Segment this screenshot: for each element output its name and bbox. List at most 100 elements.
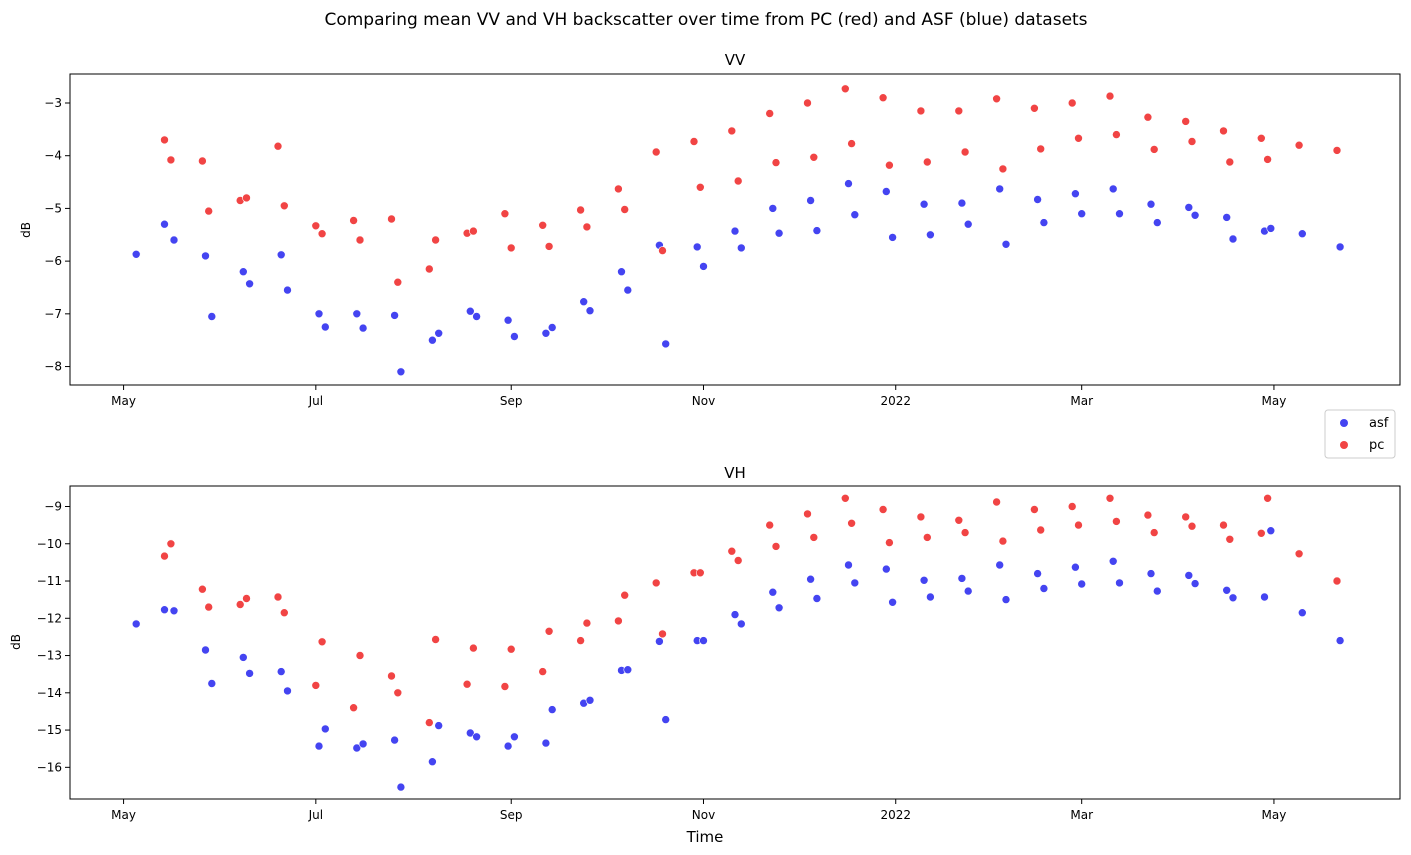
point-pc <box>1112 517 1121 526</box>
panel-vh: VH May Jul Sep Nov 2022 Mar May −16 −15 −14 −13 −12… <box>9 464 1401 822</box>
point-asf <box>768 204 778 213</box>
point-pc <box>424 264 434 274</box>
point-pc <box>1030 505 1039 514</box>
panel-0-y-tick-label: −3 <box>44 96 62 110</box>
panel-1-y-tick-label: −10 <box>37 537 62 551</box>
point-pc <box>160 551 169 561</box>
point-pc <box>992 497 1001 507</box>
point-asf <box>314 741 324 751</box>
point-pc <box>1181 512 1190 522</box>
point-pc <box>431 235 440 245</box>
point-asf <box>207 679 217 688</box>
point-asf <box>699 262 708 271</box>
point-pc <box>960 528 970 537</box>
panel-vh-points <box>131 493 1345 792</box>
panel-0-y-tick-label: −8 <box>44 360 62 374</box>
point-asf <box>1335 242 1345 252</box>
legend-label-asf: asf <box>1369 416 1389 431</box>
point-asf <box>926 592 935 602</box>
point-asf <box>1039 218 1049 227</box>
point-asf <box>730 226 740 236</box>
point-asf <box>881 187 891 196</box>
point-asf <box>465 306 475 316</box>
point-pc <box>840 493 850 503</box>
panel-1-x-tick-label: May <box>1262 808 1287 822</box>
panel-0-x-tick-label: May <box>111 394 136 408</box>
point-asf <box>1184 571 1194 580</box>
point-pc <box>771 542 781 551</box>
point-pc <box>1067 98 1077 108</box>
point-asf <box>1266 224 1276 233</box>
point-pc <box>1257 528 1266 538</box>
panel-vv-ylabel: dB <box>19 222 33 238</box>
point-asf <box>1222 213 1231 222</box>
point-asf <box>919 199 929 209</box>
point-pc <box>1181 117 1190 126</box>
point-asf <box>736 619 746 629</box>
point-pc <box>1263 493 1272 503</box>
point-asf <box>160 219 169 229</box>
point-pc <box>771 158 781 167</box>
point-pc <box>424 718 434 727</box>
panel-0-x-tick-label: Mar <box>1070 394 1093 408</box>
point-asf <box>276 667 286 676</box>
point-asf <box>850 578 860 588</box>
point-asf <box>1039 584 1049 593</box>
legend-marker-pc <box>1340 441 1348 449</box>
point-pc <box>1225 157 1235 167</box>
point-asf <box>957 574 967 583</box>
point-asf <box>390 311 399 320</box>
point-asf <box>503 741 513 751</box>
point-pc <box>198 156 207 166</box>
point-pc <box>1143 112 1153 122</box>
point-asf <box>844 560 853 570</box>
point-asf <box>768 587 778 597</box>
point-asf <box>812 226 822 235</box>
point-pc <box>1219 520 1228 530</box>
point-asf <box>510 332 519 341</box>
point-asf <box>1077 579 1086 589</box>
point-asf <box>1190 579 1200 588</box>
point-pc <box>387 671 396 681</box>
point-pc <box>803 509 812 519</box>
point-asf <box>1115 209 1124 218</box>
panel-vv: VV May Jul Sep Nov 2022 Mar May −8 −7 −6 −5 −4 −3 dB <box>19 51 1401 408</box>
point-asf <box>661 715 671 724</box>
point-pc <box>651 147 661 157</box>
point-asf <box>503 315 513 325</box>
panel-0-y-tick-label: −6 <box>44 254 62 268</box>
point-asf <box>1228 593 1238 603</box>
point-asf <box>428 757 437 767</box>
panel-1-y-tick-label: −9 <box>44 499 62 513</box>
point-pc <box>317 229 327 238</box>
point-asf <box>579 297 589 307</box>
point-pc <box>840 84 850 94</box>
point-pc <box>273 141 283 151</box>
point-asf <box>428 335 437 345</box>
point-asf <box>320 322 330 332</box>
point-asf <box>926 230 935 240</box>
point-pc <box>387 214 396 224</box>
point-pc <box>1036 525 1045 535</box>
panel-vh-ylabel: dB <box>9 634 23 650</box>
panel-0-y-tick-label: −5 <box>44 201 62 215</box>
point-pc <box>1149 145 1159 154</box>
point-asf <box>547 705 557 714</box>
panel-1-y-tick-label: −15 <box>37 723 62 737</box>
point-asf <box>888 597 897 607</box>
point-asf <box>812 594 822 603</box>
point-asf <box>1115 578 1124 588</box>
point-pc <box>355 235 365 245</box>
point-pc <box>1074 134 1083 143</box>
point-pc <box>878 93 888 102</box>
point-asf <box>919 575 929 585</box>
point-asf <box>547 323 557 332</box>
point-pc <box>242 594 251 603</box>
panel-0-x-tick-label: Jul <box>308 394 323 408</box>
point-asf <box>1190 211 1200 220</box>
point-pc <box>1074 520 1083 530</box>
point-asf <box>1153 218 1162 227</box>
legend-marker-asf <box>1340 419 1348 427</box>
point-pc <box>160 135 169 145</box>
